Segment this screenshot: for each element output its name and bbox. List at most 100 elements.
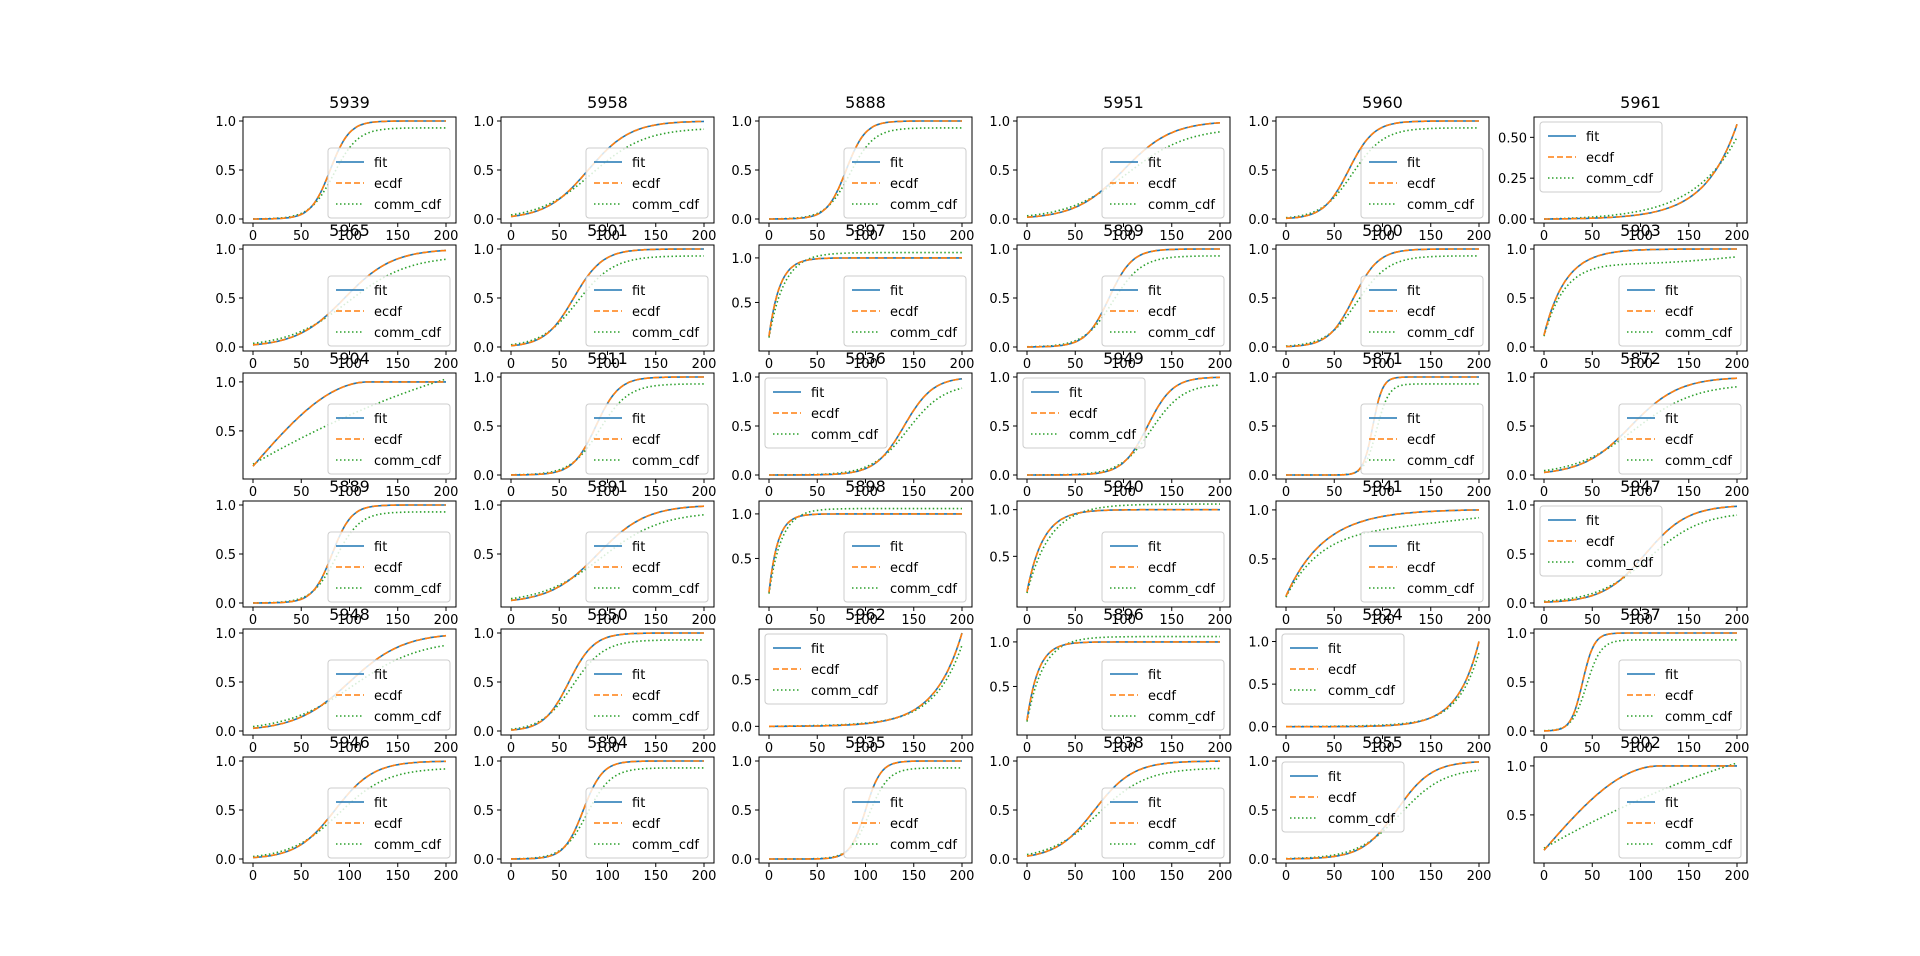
y-tick-label: 0.0 <box>473 725 494 740</box>
legend-label-comm_cdf: comm_cdf <box>632 838 699 853</box>
legend: fit ecdf comm_cdf <box>327 275 451 347</box>
comm-cdf-line <box>1544 639 1737 732</box>
legend-label-fit: fit <box>1586 130 1599 145</box>
subplot-5894: 5894 0 50 100 150 200 0.0 0.5 1.0 fit ecdf comm_cdf <box>473 733 716 884</box>
y-tick-label: 1.0 <box>1506 243 1527 258</box>
x-tick-label: 0 <box>1540 613 1548 628</box>
subplot-5950: 5950 0 50 100 150 200 0.0 0.5 1.0 fit ecdf comm_cdf <box>473 605 716 756</box>
x-tick-label: 100 <box>853 229 878 244</box>
legend-label-ecdf: ecdf <box>632 305 660 320</box>
legend-label-comm_cdf: comm_cdf <box>632 710 699 725</box>
ecdf-line <box>510 505 705 602</box>
y-tick-label: 1.0 <box>215 499 236 514</box>
x-tick-label: 100 <box>337 613 362 628</box>
y-tick-label: 0.5 <box>731 296 752 311</box>
legend-label-comm_cdf: comm_cdf <box>374 326 441 341</box>
legend-label-fit: fit <box>1148 156 1161 171</box>
x-tick-label: 150 <box>1418 485 1443 500</box>
y-tick-label: 1.0 <box>1506 499 1527 514</box>
x-tick-label: 150 <box>1676 357 1701 372</box>
x-tick-label: 50 <box>809 869 826 884</box>
subplot-title: 5965 <box>329 221 370 240</box>
x-tick-label: 150 <box>1159 357 1184 372</box>
legend-label-ecdf: ecdf <box>1665 433 1693 448</box>
legend-label-comm_cdf: comm_cdf <box>374 454 441 469</box>
x-tick-label: 50 <box>1326 229 1343 244</box>
subplot-5904: 5904 0 50 100 150 200 0.5 1.0 fit ecdf comm_cdf <box>215 349 458 500</box>
subplot-5935: 5935 0 50 100 150 200 0.0 0.5 1.0 fit ecdf comm_cdf <box>731 733 974 884</box>
legend-box <box>1360 275 1484 347</box>
legend-box <box>1360 403 1484 475</box>
subplot-title: 5948 <box>329 605 370 624</box>
x-tick-label: 50 <box>1584 613 1601 628</box>
legend-label-comm_cdf: comm_cdf <box>1148 838 1215 853</box>
x-tick-label: 50 <box>809 613 826 628</box>
legend-label-comm_cdf: comm_cdf <box>374 582 441 597</box>
legend-label-comm_cdf: comm_cdf <box>1407 326 1474 341</box>
legend-label-comm_cdf: comm_cdf <box>1665 838 1732 853</box>
x-tick-label: 200 <box>1725 357 1750 372</box>
x-tick-label: 200 <box>1467 357 1492 372</box>
y-tick-label: 1.0 <box>215 243 236 258</box>
y-tick-label: 0.0 <box>215 725 236 740</box>
x-tick-label: 150 <box>643 869 668 884</box>
ecdf-line <box>1027 248 1220 348</box>
legend-label-ecdf: ecdf <box>1665 305 1693 320</box>
legend-box <box>1101 275 1225 347</box>
y-tick-label: 0.5 <box>989 550 1010 565</box>
legend-label-fit: fit <box>811 386 824 401</box>
subplot-5962: 5962 0 50 100 150 200 0.0 0.5 fit ecdf comm_cdf <box>731 605 974 756</box>
y-tick-label: 1.0 <box>473 243 494 258</box>
ecdf-line <box>1286 641 1480 728</box>
y-tick-label: 0.5 <box>1248 553 1269 568</box>
x-tick-label: 200 <box>950 357 975 372</box>
y-tick-label: 0.0 <box>731 469 752 484</box>
legend-box <box>327 787 451 859</box>
legend-label-fit: fit <box>1148 796 1161 811</box>
legend: fit ecdf comm_cdf <box>585 275 709 347</box>
ecdf-line <box>253 504 446 604</box>
legend: fit ecdf comm_cdf <box>327 531 451 603</box>
legend: fit ecdf comm_cdf <box>1281 633 1405 705</box>
x-tick-label: 100 <box>1111 357 1136 372</box>
subplot-title: 5903 <box>1620 221 1661 240</box>
subplot-5949: 5949 0 50 100 150 200 0.0 0.5 1.0 fit ecdf comm_cdf <box>989 349 1232 500</box>
x-tick-label: 200 <box>1725 613 1750 628</box>
x-tick-label: 150 <box>1159 869 1184 884</box>
y-tick-label: 0.5 <box>473 292 494 307</box>
y-tick-label: 0.5 <box>215 548 236 563</box>
x-tick-label: 50 <box>809 229 826 244</box>
legend: fit ecdf comm_cdf <box>1022 377 1146 449</box>
y-tick-label: 0.0 <box>1248 853 1269 868</box>
y-tick-label: 1.0 <box>215 376 236 391</box>
legend: fit ecdf comm_cdf <box>843 275 967 347</box>
x-tick-label: 100 <box>337 357 362 372</box>
x-tick-label: 100 <box>1370 485 1395 500</box>
y-tick-label: 0.0 <box>1506 597 1527 612</box>
legend-label-fit: fit <box>1148 284 1161 299</box>
fit-line <box>510 632 704 731</box>
x-tick-label: 200 <box>1725 229 1750 244</box>
x-tick-label: 0 <box>765 741 773 756</box>
legend-label-ecdf: ecdf <box>1148 177 1176 192</box>
legend-label-comm_cdf: comm_cdf <box>632 326 699 341</box>
legend-box <box>1618 659 1742 731</box>
x-tick-label: 100 <box>337 485 362 500</box>
ecdf-line <box>1544 124 1738 220</box>
subplot-5902: 5902 0 50 100 150 200 0.5 1.0 fit ecdf comm_cdf <box>1506 733 1749 884</box>
legend-label-fit: fit <box>632 284 645 299</box>
legend-box <box>1618 275 1742 347</box>
x-tick-label: 100 <box>1370 869 1395 884</box>
x-tick-label: 150 <box>385 613 410 628</box>
ecdf-line <box>1026 641 1220 721</box>
subplot-title: 5871 <box>1362 349 1403 368</box>
x-tick-label: 150 <box>1676 229 1701 244</box>
y-tick-label: 0.5 <box>215 425 236 440</box>
x-tick-label: 0 <box>1282 741 1290 756</box>
x-tick-label: 200 <box>434 613 459 628</box>
ecdf-line <box>1543 377 1738 474</box>
subplot-5903: 5903 0 50 100 150 200 0.0 0.5 1.0 fit ecdf comm_cdf <box>1506 221 1749 372</box>
legend-label-ecdf: ecdf <box>811 407 839 422</box>
x-tick-label: 150 <box>1676 485 1701 500</box>
subplot-5924: 5924 0 50 100 150 200 0.0 0.5 1.0 fit ecdf comm_cdf <box>1248 605 1491 756</box>
